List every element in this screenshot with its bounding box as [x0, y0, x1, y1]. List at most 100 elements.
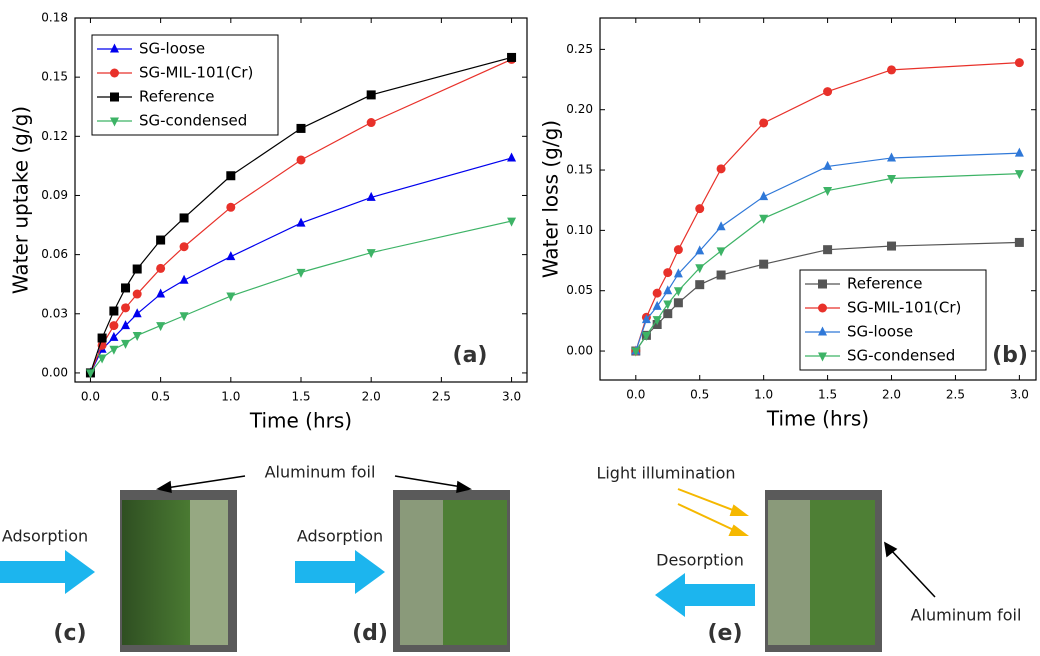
marker	[366, 191, 376, 201]
marker	[818, 352, 827, 362]
marker	[823, 160, 833, 170]
y-tick-label: 0.20	[566, 102, 593, 116]
legend-frame	[91, 34, 279, 136]
arrow-text: Adsorption	[297, 527, 383, 546]
marker	[652, 316, 662, 326]
marker	[121, 283, 131, 293]
marker	[121, 320, 131, 330]
legend-label: SG-loose	[139, 40, 205, 58]
marker	[226, 202, 236, 212]
marker	[631, 347, 641, 357]
marker	[652, 288, 662, 298]
marker	[110, 92, 119, 102]
arrow-text: Adsorption	[2, 527, 88, 546]
y-tick-label: 0.00	[41, 365, 68, 379]
panel-label: (c)	[53, 621, 86, 646]
y-tick-label: 0.00	[566, 344, 593, 358]
marker	[759, 214, 769, 224]
marker	[887, 152, 897, 162]
marker	[663, 268, 673, 278]
marker	[663, 300, 673, 310]
legend-label: SG-loose	[847, 323, 913, 341]
marker	[366, 249, 376, 259]
marker	[716, 247, 726, 257]
marker	[156, 263, 166, 273]
sample-dark	[810, 500, 875, 645]
marker	[507, 217, 517, 227]
marker	[156, 288, 166, 298]
marker	[887, 65, 897, 75]
marker	[759, 191, 769, 201]
marker	[716, 164, 726, 174]
sample-dark	[122, 500, 190, 645]
legend: SG-loose SG-MIL-101(Cr) Reference SG-conden…	[91, 34, 279, 136]
marker	[156, 235, 166, 245]
marker	[759, 259, 769, 269]
arrow-text: Desorption	[656, 551, 744, 570]
marker	[156, 322, 166, 332]
marker	[1014, 58, 1024, 68]
marker	[652, 300, 662, 310]
marker	[296, 217, 306, 227]
marker	[110, 117, 119, 127]
light-label: Light illumination	[596, 464, 735, 483]
desorption-arrow	[655, 573, 755, 617]
panel-label: (b)	[992, 343, 1028, 368]
marker	[716, 270, 726, 280]
y-tick-label: 0.09	[41, 188, 68, 202]
y-tick-label: 0.15	[566, 163, 593, 177]
marker	[366, 90, 376, 100]
series-line	[89, 220, 512, 374]
y-axis-title: Water uptake (g/g)	[9, 106, 33, 294]
marker	[132, 331, 142, 341]
legend-label: Reference	[139, 88, 215, 106]
marker	[109, 306, 119, 316]
panel-label: (e)	[707, 621, 742, 646]
adsorption-arrow	[0, 550, 95, 594]
sample-dark	[443, 500, 507, 645]
y-tick-label: 0.15	[41, 70, 68, 84]
legend-label: SG-condensed	[139, 112, 247, 130]
marker	[110, 68, 119, 78]
foil-label: Aluminum foil	[911, 606, 1022, 625]
marker	[109, 345, 119, 355]
foil-label: Aluminum foil	[265, 463, 376, 482]
marker	[1014, 237, 1024, 247]
marker	[673, 298, 683, 308]
x-tick-label: 2.0	[882, 388, 901, 402]
marker	[179, 312, 189, 322]
x-tick-label: 0.5	[151, 390, 170, 404]
marker	[695, 264, 705, 274]
marker	[673, 245, 683, 255]
marker	[823, 87, 833, 97]
x-tick-label: 2.5	[946, 388, 965, 402]
marker	[507, 152, 517, 162]
marker	[110, 43, 119, 53]
marker	[641, 331, 651, 341]
series-line	[89, 157, 512, 374]
legend-label: SG-condensed	[847, 347, 955, 365]
x-tick-label: 3.0	[502, 390, 521, 404]
y-tick-label: 0.10	[566, 223, 593, 237]
x-tick-label: 1.5	[291, 390, 310, 404]
panel-label: (a)	[453, 343, 488, 368]
x-tick-label: 2.5	[432, 390, 451, 404]
marker	[109, 331, 119, 341]
legend: Reference SG-MIL-101(Cr) SG-loose SG-conden…	[799, 269, 987, 371]
sample-light	[190, 500, 228, 645]
marker	[132, 264, 142, 274]
diagrams: Aluminum foil Aluminum foil Light illumi…	[0, 463, 1022, 652]
marker	[1014, 147, 1024, 157]
marker	[695, 280, 705, 290]
x-tick-label: 0.0	[626, 388, 645, 402]
x-tick-label: 0.5	[690, 388, 709, 402]
panel-label: (d)	[352, 621, 388, 646]
marker	[673, 287, 683, 297]
y-tick-label: 0.25	[566, 42, 593, 56]
marker	[823, 245, 833, 255]
marker	[97, 333, 107, 343]
marker	[695, 204, 705, 214]
x-axis-title: Time (hrs)	[766, 407, 869, 431]
marker	[823, 187, 833, 197]
